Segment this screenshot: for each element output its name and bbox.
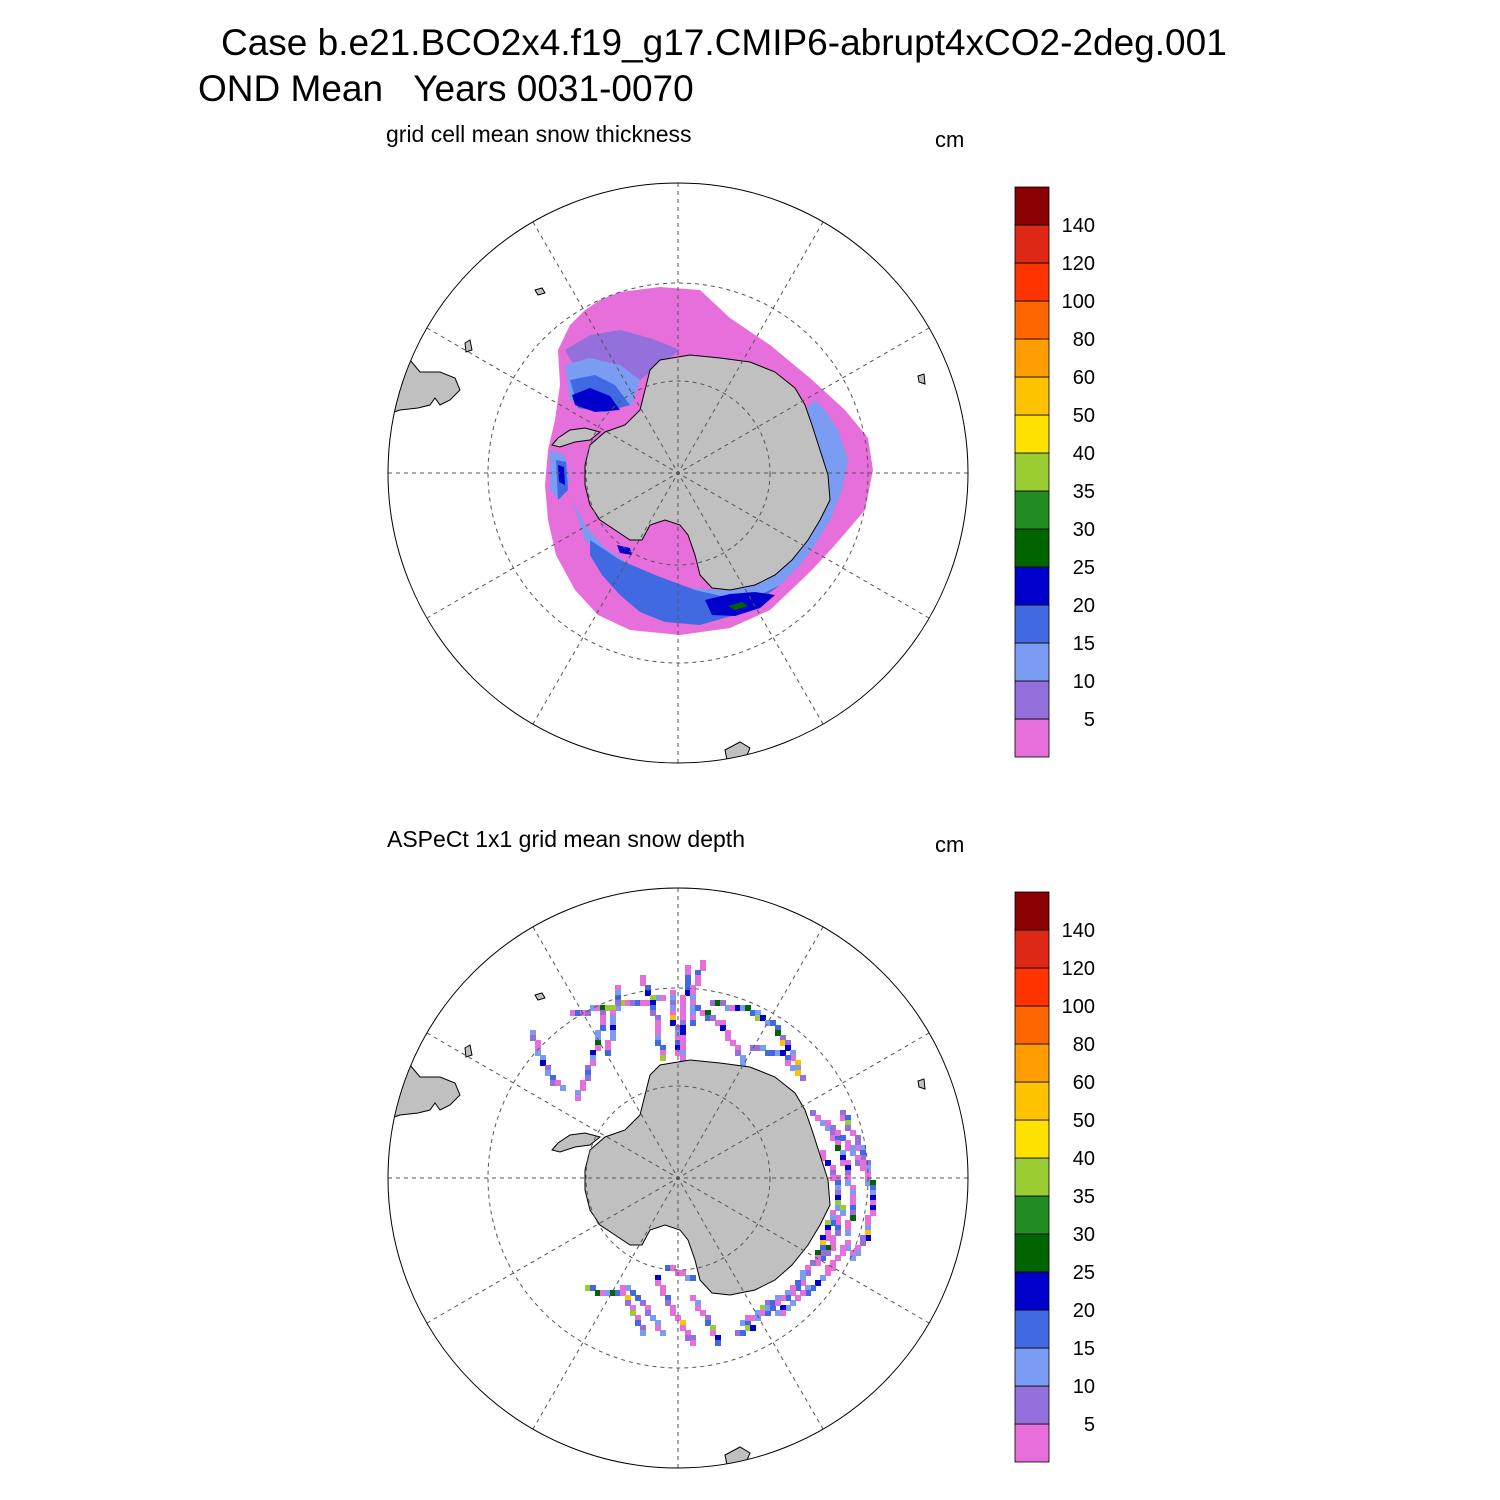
colorbar-tick-label: 15 xyxy=(1073,633,1095,655)
graticule-model xyxy=(388,183,968,763)
colorbar-tick-label: 25 xyxy=(1073,1262,1095,1284)
colorbar-swatch xyxy=(1014,1309,1050,1349)
snow-layer-20-25 xyxy=(558,388,775,616)
colorbar-swatch xyxy=(1014,1233,1050,1273)
island-small-3 xyxy=(917,373,926,385)
colorbar-tick-label: 60 xyxy=(1073,1072,1095,1094)
island-small-3 xyxy=(917,1078,926,1090)
colorbar-swatch xyxy=(1014,1423,1050,1463)
colorbar-tick-label: 20 xyxy=(1073,1300,1095,1322)
island-small-1 xyxy=(534,992,546,1001)
colorbar-swatch xyxy=(1014,452,1050,492)
colorbar-swatch xyxy=(1014,642,1050,682)
colorbar-tick-label: 35 xyxy=(1073,1186,1095,1208)
colorbar-swatch xyxy=(1014,967,1050,1007)
colorbar-swatch xyxy=(1014,262,1050,302)
colorbar-tick-label: 100 xyxy=(1062,996,1095,1018)
colorbar-tick-label: 15 xyxy=(1073,1338,1095,1360)
colorbar-tick-label: 30 xyxy=(1073,519,1095,541)
colorbar-tick-label: 20 xyxy=(1073,595,1095,617)
island-small-1 xyxy=(534,287,546,296)
snow-layer-5-10 xyxy=(565,330,680,380)
colorbar-swatch xyxy=(1014,490,1050,530)
colorbar-model: 5 10 15 20 25 30 35 40 50 60 80 100 120 140 xyxy=(1014,186,1095,758)
colorbar-swatch xyxy=(1014,566,1050,606)
colorbar-tick-label: 50 xyxy=(1073,1110,1095,1132)
new-zealand-tip xyxy=(724,741,751,763)
colorbar-swatch xyxy=(1014,1081,1050,1121)
colorbar-swatch xyxy=(1014,1271,1050,1311)
colorbar-swatch xyxy=(1014,604,1050,644)
colorbar-tick-label: 120 xyxy=(1062,958,1095,980)
south-america xyxy=(388,319,461,421)
colorbar-swatch xyxy=(1014,680,1050,720)
colorbar-tick-label: 140 xyxy=(1062,215,1095,237)
colorbar-tick-label: 5 xyxy=(1084,1414,1095,1436)
new-zealand-tip xyxy=(724,1446,751,1468)
colorbar-swatch xyxy=(1014,224,1050,264)
colorbar-tick-label: 80 xyxy=(1073,329,1095,351)
colorbar-tick-label: 40 xyxy=(1073,1148,1095,1170)
colorbar-swatch xyxy=(1014,300,1050,340)
colorbar-tick-label: 30 xyxy=(1073,1224,1095,1246)
colorbar-swatch xyxy=(1014,1005,1050,1045)
colorbar-swatch xyxy=(1014,528,1050,568)
panel-title-obs: ASPeCt 1x1 grid mean snow depth xyxy=(387,826,745,852)
colorbar-tick-label: 35 xyxy=(1073,481,1095,503)
island-small-2 xyxy=(464,339,473,353)
colorbar-tick-label: 120 xyxy=(1062,253,1095,275)
colorbar-swatch xyxy=(1014,1385,1050,1425)
panel-units-model: cm xyxy=(935,127,965,152)
map-obs xyxy=(387,887,969,1469)
snow-layer-15-20 xyxy=(556,375,780,625)
colorbar-swatch xyxy=(1014,718,1050,758)
colorbar-swatch xyxy=(1014,1195,1050,1235)
colorbar-tick-label: 10 xyxy=(1073,1376,1095,1398)
south-america xyxy=(388,1024,461,1126)
figure-title-period: OND Mean Years 0031-0070 xyxy=(198,68,694,109)
colorbar-obs: 5 10 15 20 25 30 35 40 50 60 80 100 120 140 xyxy=(1014,891,1095,1463)
graticule-obs xyxy=(388,888,968,1468)
colorbar-swatch xyxy=(1014,1119,1050,1159)
map-border-model xyxy=(387,182,969,764)
colorbar-swatch xyxy=(1014,929,1050,969)
antarctic-peninsula xyxy=(551,1132,602,1153)
colorbar-swatch xyxy=(1014,414,1050,454)
figure-title-case: Case b.e21.BCO2x4.f19_g17.CMIP6-abrupt4x… xyxy=(221,22,1227,63)
map-model xyxy=(387,182,969,764)
colorbar-swatch xyxy=(1014,1157,1050,1197)
colorbar-tick-label: 25 xyxy=(1073,557,1095,579)
colorbar-swatch xyxy=(1014,891,1050,931)
colorbar-swatch xyxy=(1014,186,1050,226)
colorbar-swatch xyxy=(1014,1043,1050,1083)
obs-ship-tracks xyxy=(530,960,876,1346)
colorbar-swatch xyxy=(1014,338,1050,378)
antarctic-peninsula xyxy=(551,427,602,448)
colorbar-tick-label: 80 xyxy=(1073,1034,1095,1056)
panel-units-obs: cm xyxy=(935,832,965,857)
map-border-obs xyxy=(387,887,969,1469)
colorbar-tick-label: 40 xyxy=(1073,443,1095,465)
colorbar-tick-label: 5 xyxy=(1084,709,1095,731)
colorbar-tick-label: 60 xyxy=(1073,367,1095,389)
colorbar-tick-label: 50 xyxy=(1073,405,1095,427)
colorbar-swatch xyxy=(1014,376,1050,416)
colorbar-tick-label: 10 xyxy=(1073,671,1095,693)
colorbar-tick-label: 100 xyxy=(1062,291,1095,313)
colorbar-tick-label: 140 xyxy=(1062,920,1095,942)
snow-layer-25-30 xyxy=(728,602,748,610)
colorbar-swatch xyxy=(1014,1347,1050,1387)
island-small-2 xyxy=(464,1044,473,1058)
panel-title-model: grid cell mean snow thickness xyxy=(386,121,692,147)
